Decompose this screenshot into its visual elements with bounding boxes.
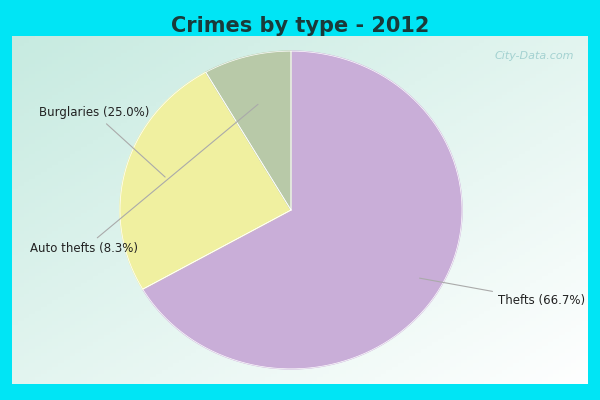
Text: Thefts (66.7%): Thefts (66.7%) bbox=[419, 278, 585, 307]
Text: City-Data.com: City-Data.com bbox=[494, 51, 574, 61]
Text: Auto thefts (8.3%): Auto thefts (8.3%) bbox=[30, 104, 258, 255]
Text: Crimes by type - 2012: Crimes by type - 2012 bbox=[171, 16, 429, 36]
Text: Burglaries (25.0%): Burglaries (25.0%) bbox=[39, 106, 165, 177]
Polygon shape bbox=[143, 51, 462, 369]
Polygon shape bbox=[206, 51, 291, 210]
Polygon shape bbox=[120, 72, 291, 289]
